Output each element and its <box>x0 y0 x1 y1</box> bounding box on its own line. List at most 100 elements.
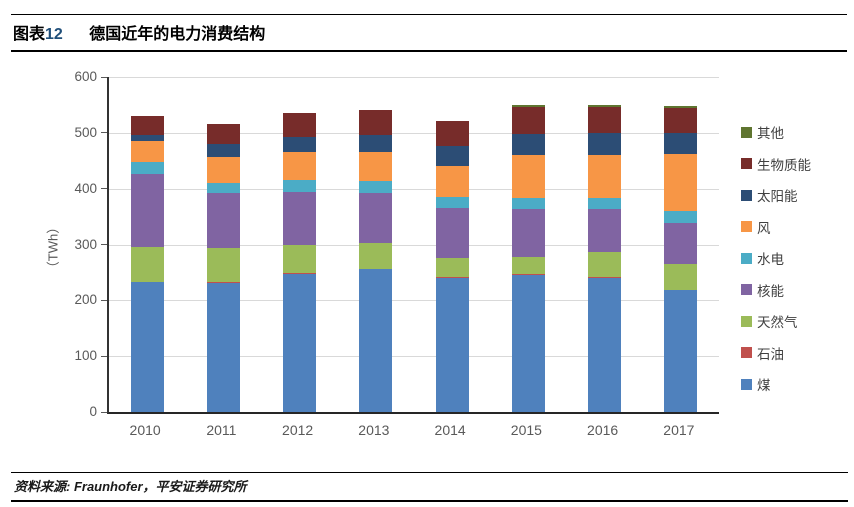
bar-segment-2014-natural-gas <box>435 258 469 278</box>
bar-segment-2010-natural-gas <box>130 246 164 282</box>
bar-segment-2011-natural-gas <box>206 247 240 283</box>
legend-swatch-hydro <box>741 252 752 264</box>
y-tick-mark-200 <box>101 299 107 301</box>
x-tick-label-2011: 2011 <box>206 422 237 438</box>
bar-segment-2011-biomass <box>206 123 240 145</box>
bar-segment-2010-solar <box>130 134 164 142</box>
bar-segment-2013-natural-gas <box>359 243 393 269</box>
bar-segment-2015-nuclear <box>511 209 545 258</box>
y-tick-label-500: 500 <box>74 124 97 140</box>
bar-segment-2012-coal <box>283 273 317 412</box>
bar-segment-2016-other <box>588 104 622 108</box>
legend-swatch-biomass <box>741 158 752 169</box>
bar-segment-2014-oil <box>435 277 469 278</box>
bar-segment-2012-biomass <box>283 113 317 137</box>
legend-item-oil: 石油 <box>741 343 811 363</box>
bar-segment-2015-hydro <box>511 197 545 210</box>
bar-segment-2012-natural-gas <box>283 245 317 273</box>
y-axis-tick-labels: 0 100 200 300 400 500 600 <box>47 69 97 419</box>
bar-segment-2017-oil <box>664 289 698 291</box>
bar-segment-2012-wind <box>283 152 317 181</box>
legend-swatch-natural-gas <box>741 315 752 327</box>
bar-segment-2017-solar <box>664 133 698 155</box>
bar-segment-2011-oil <box>206 282 240 284</box>
y-tick-label-300: 300 <box>74 236 97 252</box>
bar-segment-2013-nuclear <box>359 193 393 244</box>
x-tick-label-2016: 2016 <box>587 422 619 438</box>
y-tick-label-600: 600 <box>74 69 97 84</box>
bar-segment-2010-hydro <box>130 161 164 174</box>
legend-item-solar: 太阳能 <box>741 185 811 205</box>
legend-item-natural-gas: 天然气 <box>741 311 811 331</box>
bar-segment-2017-other <box>664 105 698 108</box>
bar-segment-2011-wind <box>206 156 240 183</box>
bar-segment-2013-wind <box>359 152 393 182</box>
bar-segment-2017-coal <box>664 290 698 412</box>
legend-swatch-solar <box>741 189 752 201</box>
x-tick-label-2015: 2015 <box>510 422 542 438</box>
bar-segment-2013-coal <box>359 269 393 412</box>
legend-label-natural-gas: 天然气 <box>757 315 798 330</box>
y-tick-mark-400 <box>101 188 107 190</box>
bar-segment-2014-wind <box>435 165 469 198</box>
bar-segment-2017-nuclear <box>664 222 698 264</box>
bar-segment-2014-coal <box>435 278 469 412</box>
legend-swatch-wind <box>741 221 752 232</box>
bar-segment-2016-nuclear <box>588 209 622 253</box>
bar-segment-2013-hydro <box>359 181 393 194</box>
legend-label-other: 其他 <box>757 126 784 141</box>
bar-2016 <box>567 77 643 412</box>
bar-2013 <box>338 77 414 412</box>
legend-label-biomass: 生物质能 <box>757 157 811 173</box>
bar-segment-2015-biomass <box>511 107 545 134</box>
y-tick-label-400: 400 <box>74 180 97 196</box>
bar-segment-2015-solar <box>511 133 545 155</box>
bar-segment-2012-hydro <box>283 180 317 193</box>
gridline-300 <box>109 244 719 246</box>
bar-segment-2010-biomass <box>130 116 164 135</box>
bar-segment-2011-nuclear <box>206 192 240 248</box>
bar-segment-2016-solar <box>588 132 622 155</box>
legend-label-hydro: 水电 <box>757 252 784 267</box>
bar-segment-2010-nuclear <box>130 173 164 247</box>
bar-segment-2015-oil <box>511 274 545 275</box>
y-tick-label-100: 100 <box>74 348 97 364</box>
legend-swatch-nuclear <box>741 284 752 295</box>
gridline-400 <box>109 188 719 190</box>
bar-segment-2013-oil <box>359 268 393 270</box>
gridline-500 <box>109 132 719 134</box>
bar-segment-2014-solar <box>435 146 469 166</box>
bar-segment-2010-wind <box>130 141 164 162</box>
bar-segment-2017-wind <box>664 154 698 212</box>
legend-label-oil: 石油 <box>757 346 784 362</box>
bar-segment-2016-hydro <box>588 197 622 210</box>
y-tick-mark-100 <box>101 355 107 357</box>
legend-label-solar: 太阳能 <box>757 189 798 204</box>
bar-segment-2012-nuclear <box>283 192 317 246</box>
bar-segment-2016-wind <box>588 154 622 198</box>
bar-2010 <box>109 77 185 412</box>
bar-2011 <box>185 77 261 412</box>
bar-segment-2017-biomass <box>664 107 698 134</box>
bars <box>109 77 719 412</box>
x-tick-label-2013: 2013 <box>358 422 390 438</box>
figure-label-number: 12 <box>45 26 63 43</box>
bar-segment-2017-natural-gas <box>664 263 698 290</box>
bar-segment-2015-coal <box>511 274 545 412</box>
y-tick-label-200: 200 <box>74 292 97 308</box>
figure-footer: 资料来源: Fraunhofer，平安证券研究所 <box>11 472 848 502</box>
bar-segment-2016-coal <box>588 278 622 412</box>
x-tick-label-2012: 2012 <box>282 422 314 438</box>
y-tick-mark-0 <box>101 411 107 413</box>
figure-label: 图表12 <box>13 26 63 43</box>
legend-swatch-coal <box>741 378 752 390</box>
bar-segment-2014-biomass <box>435 121 469 147</box>
legend-item-biomass: 生物质能 <box>741 154 811 174</box>
gridline-600 <box>109 77 719 78</box>
bar-segment-2016-oil <box>588 277 622 278</box>
legend: 其他 生物质能 太阳能风水电 核能 天然气 石油煤 <box>741 122 811 406</box>
bar-segment-2013-biomass <box>359 109 393 136</box>
bar-segment-2010-coal <box>130 282 164 412</box>
y-tick-label-0: 0 <box>89 404 97 419</box>
